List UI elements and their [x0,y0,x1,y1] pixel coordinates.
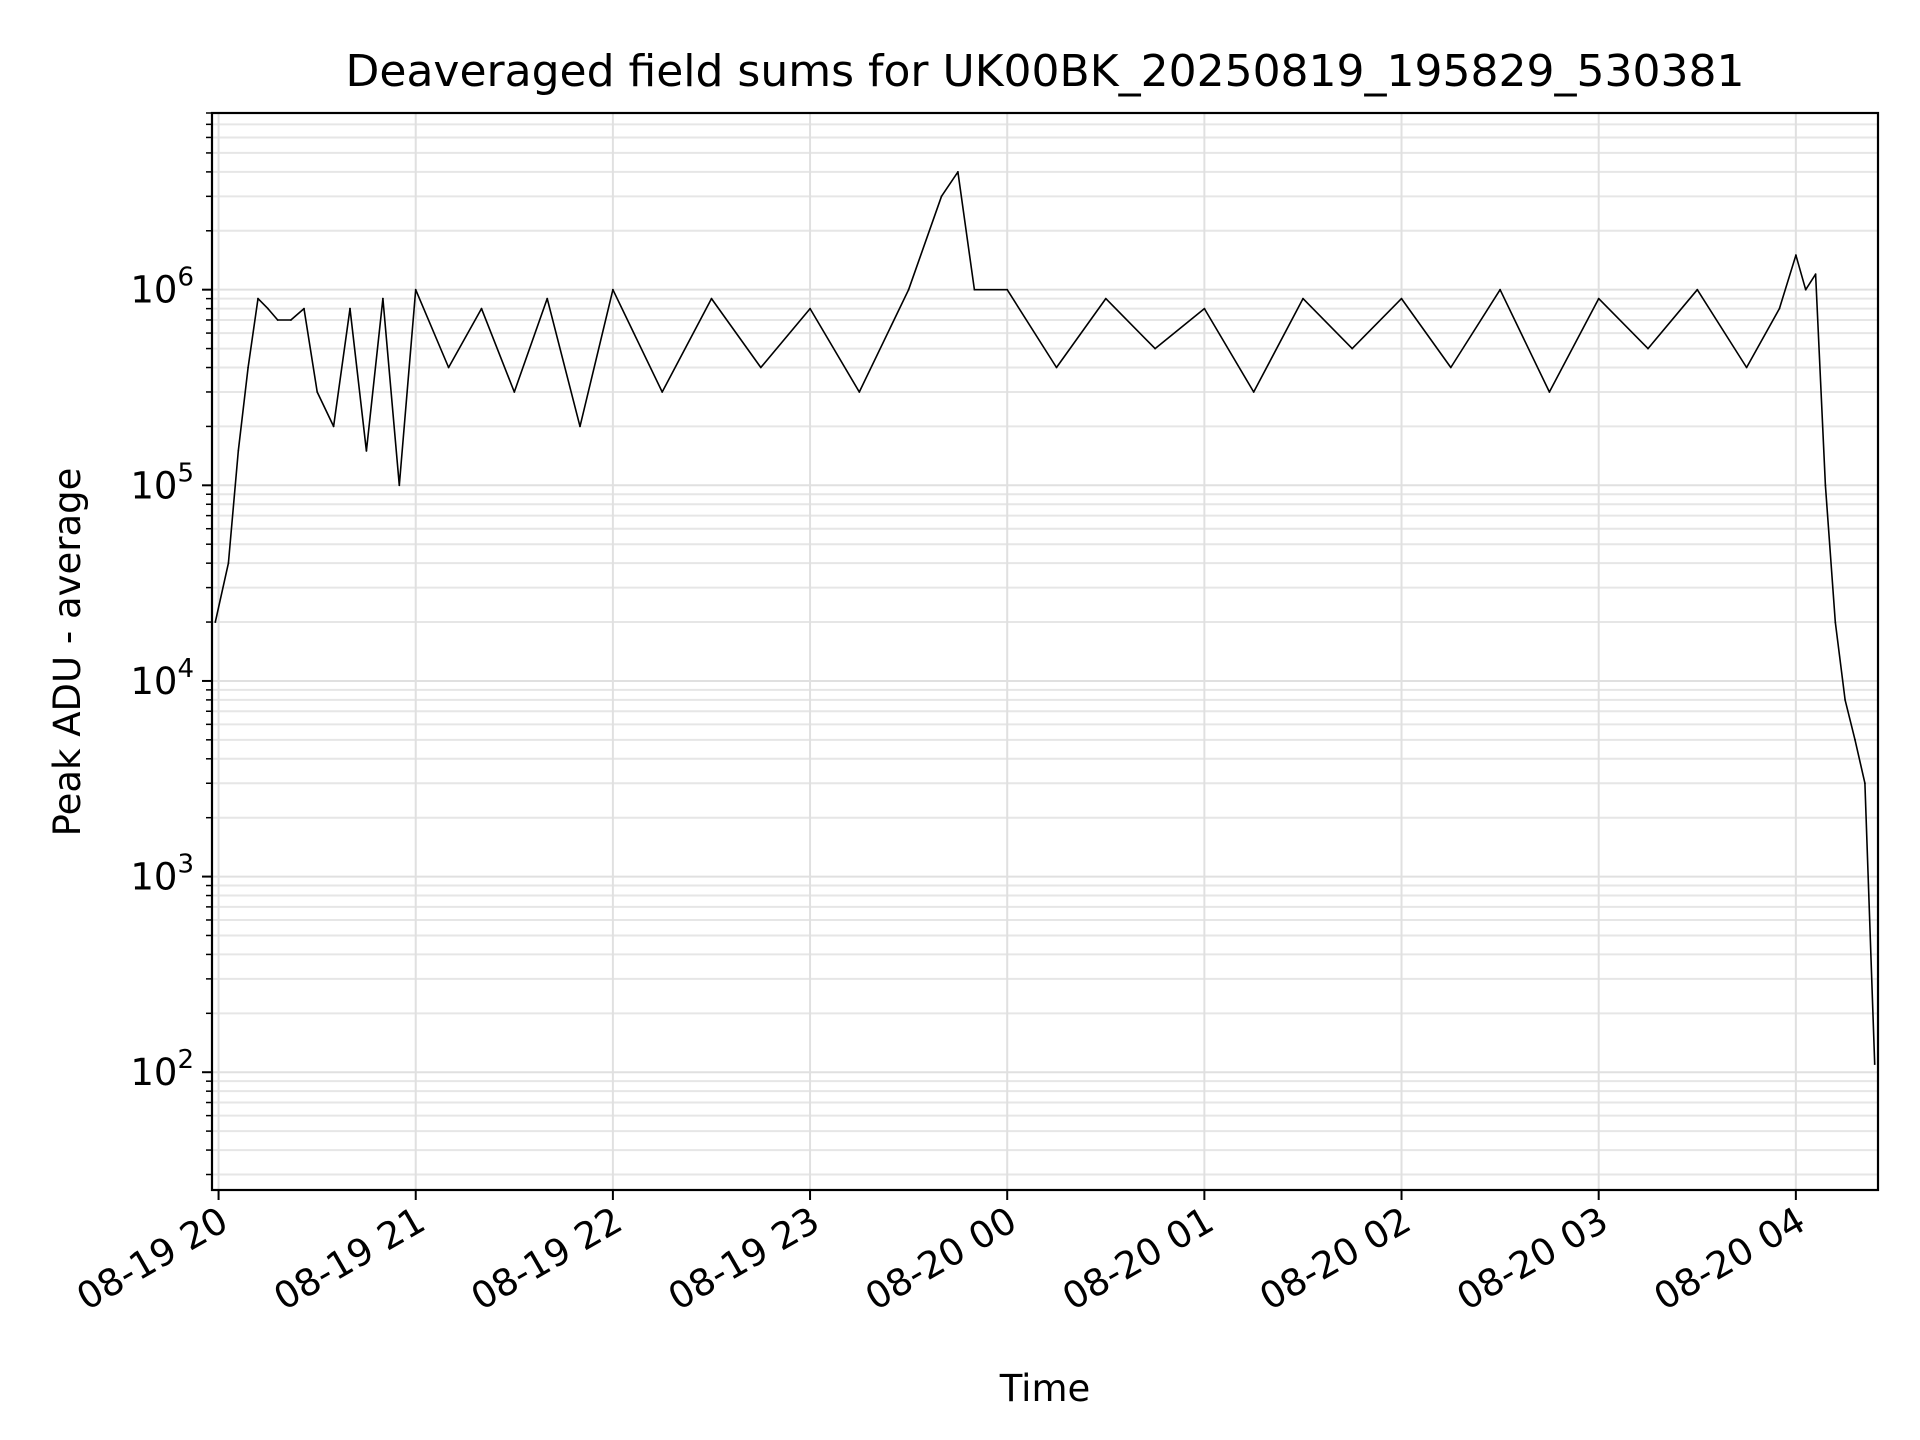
data-point [227,562,230,565]
data-point [661,391,664,393]
data-point [1449,366,1452,369]
data-point [1696,288,1699,291]
y-tick-label: 105 [130,458,194,507]
data-point [382,297,384,300]
data-point [1647,347,1649,350]
data-point [513,391,516,393]
data-point [316,391,319,393]
minor-grid [212,112,1878,1176]
data-point [1834,621,1837,623]
data-point [398,484,401,487]
data-point [957,171,959,173]
data-point [1006,288,1009,291]
data-point [1499,288,1501,291]
data-point [546,297,549,300]
y-tick-label: 102 [130,1045,194,1094]
data-point [480,307,483,310]
data-point [447,366,450,369]
data-point [809,307,811,310]
data-point [257,297,259,300]
data-point [710,297,713,300]
y-axis-label: Peak ADU - average [46,468,89,837]
data-point [1154,347,1156,350]
data-point [759,366,762,369]
data-point [1844,699,1846,701]
data-point [1814,273,1817,276]
data-point [1252,391,1255,393]
data-point [1864,782,1866,785]
y-tick-label: 104 [130,654,194,703]
data-point [276,319,279,321]
data-point [1302,297,1304,300]
data-point [1400,297,1403,300]
data-point [1597,297,1600,300]
y-tick-label: 103 [130,850,194,899]
data-point [237,450,240,452]
data-point [290,319,292,321]
data-point [612,288,614,291]
data-point [1778,307,1781,310]
y-tick-label: 106 [130,263,194,312]
x-axis-label: Time [999,1367,1091,1410]
data-point [1351,347,1354,350]
chart-title: Deaveraged field sums for UK00BK_2025081… [346,46,1745,97]
y-axis-ticks: 102 103 104 105 106 [130,112,212,1176]
data-point [332,425,335,428]
data-point [1795,254,1797,257]
data-point [247,366,250,369]
plot-area-frame [210,111,1880,1192]
data-point [858,391,861,393]
data-point [1804,288,1807,291]
series-layer [214,171,1876,1065]
data-point [1104,297,1107,300]
data-point [303,307,305,310]
data-point [907,288,910,291]
data-point [349,307,351,310]
data-point [1873,1063,1876,1065]
data-point [414,288,417,291]
data-point [1824,484,1827,487]
data-point [1055,366,1058,369]
data-point [1745,366,1748,369]
data-point [1203,307,1206,310]
data-point [1854,738,1856,741]
data-point [579,425,581,428]
data-point [267,307,269,310]
data-point [940,195,943,198]
data-point [365,450,368,452]
data-point [214,621,217,623]
data-point [973,288,976,291]
data-point [1548,391,1551,393]
